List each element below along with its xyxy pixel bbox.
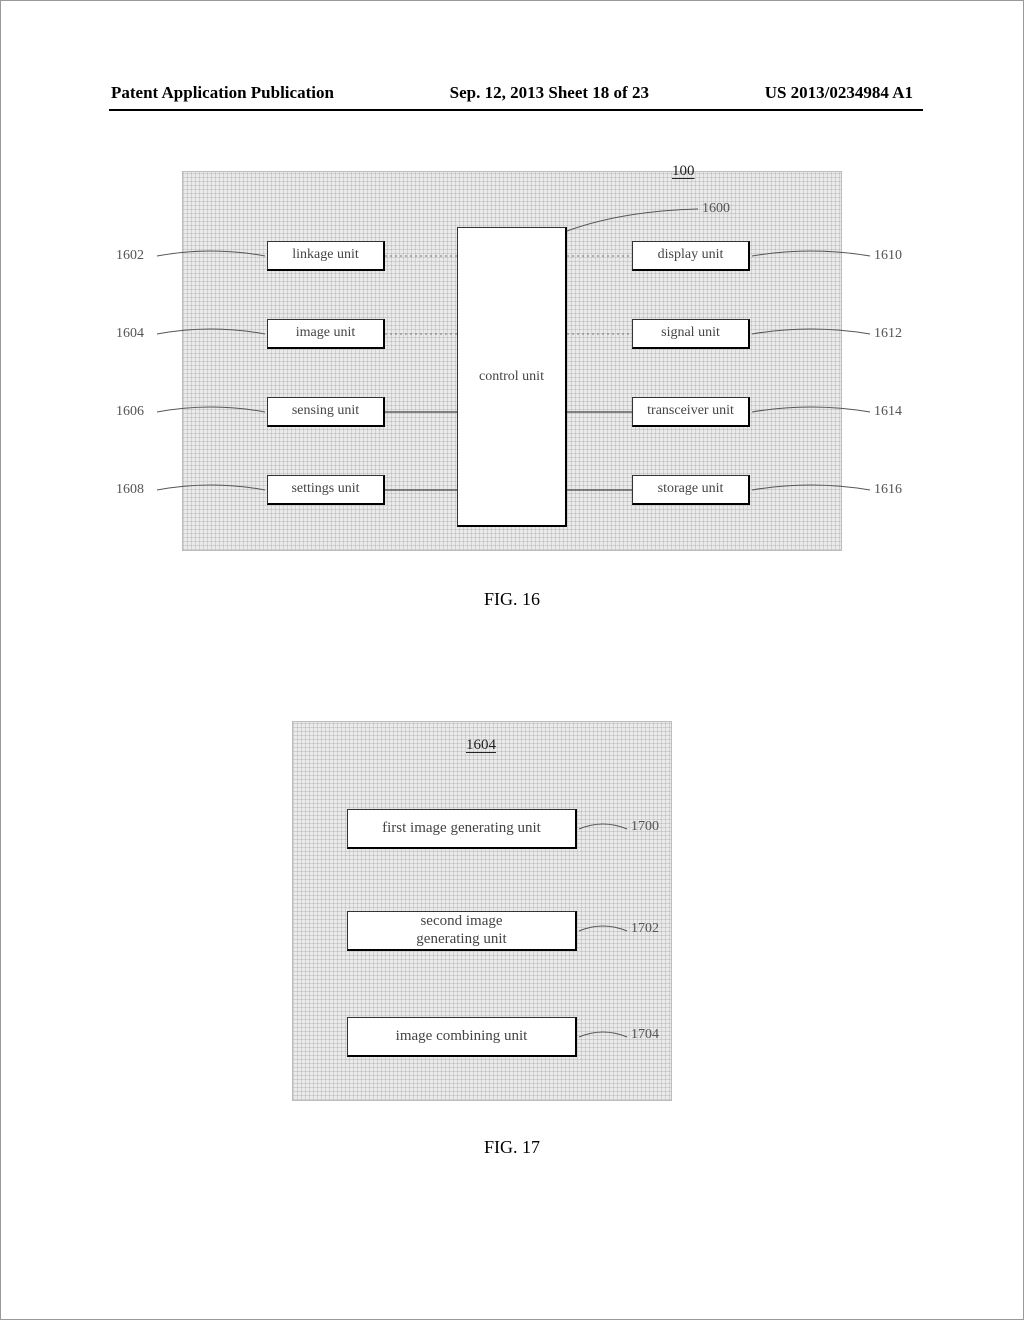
figure-16: 100 control unit 1600 linkage unit1602im… xyxy=(102,171,922,610)
unit-display-unit: display unit xyxy=(632,241,750,271)
unit-label: signal unit xyxy=(661,325,720,341)
unit-transceiver-unit: transceiver unit xyxy=(632,397,750,427)
fig17-caption: FIG. 17 xyxy=(232,1137,792,1158)
system-ref: 100 xyxy=(672,163,695,180)
unit-ref: 1606 xyxy=(116,404,144,420)
unit-ref: 1602 xyxy=(116,248,144,264)
header-left: Patent Application Publication xyxy=(111,83,334,103)
unit-label: first image generating unit xyxy=(382,820,541,837)
unit-label: image unit xyxy=(296,325,356,341)
unit-ref: 1704 xyxy=(631,1027,659,1043)
unit-linkage-unit: linkage unit xyxy=(267,241,385,271)
unit-label: transceiver unit xyxy=(647,403,734,419)
unit-ref: 1702 xyxy=(631,921,659,937)
unit-ref: 1608 xyxy=(116,482,144,498)
page-header: Patent Application Publication Sep. 12, … xyxy=(1,83,1023,103)
fig16-caption: FIG. 16 xyxy=(102,589,922,610)
unit-ref: 1616 xyxy=(874,482,902,498)
unit-ref: 1700 xyxy=(631,819,659,835)
unit-ref: 1614 xyxy=(874,404,902,420)
unit-label: second image generating unit xyxy=(416,913,506,948)
control-unit-label: control unit xyxy=(479,369,544,385)
unit-sensing-unit: sensing unit xyxy=(267,397,385,427)
unit-label: settings unit xyxy=(291,481,359,497)
unit-ref: 1610 xyxy=(874,248,902,264)
unit-label: storage unit xyxy=(658,481,724,497)
control-unit-box: control unit xyxy=(457,227,567,527)
header-center: Sep. 12, 2013 Sheet 18 of 23 xyxy=(450,83,649,103)
unit-label: linkage unit xyxy=(292,247,359,263)
header-rule xyxy=(109,109,923,111)
unit-storage-unit: storage unit xyxy=(632,475,750,505)
control-ref: 1600 xyxy=(702,201,730,217)
figure-17: 1604 first image generating unit 1700 seco… xyxy=(232,721,792,1158)
unit-ref: 1604 xyxy=(116,326,144,342)
unit-1702: second image generating unit xyxy=(347,911,577,951)
header-right: US 2013/0234984 A1 xyxy=(765,83,913,103)
unit-ref: 1612 xyxy=(874,326,902,342)
unit-image-unit: image unit xyxy=(267,319,385,349)
unit-label: display unit xyxy=(658,247,724,263)
unit-settings-unit: settings unit xyxy=(267,475,385,505)
fig17-parent-ref: 1604 xyxy=(466,737,496,754)
unit-label: sensing unit xyxy=(292,403,359,419)
patent-page: Patent Application Publication Sep. 12, … xyxy=(0,0,1024,1320)
unit-signal-unit: signal unit xyxy=(632,319,750,349)
unit-1704: image combining unit xyxy=(347,1017,577,1057)
unit-label: image combining unit xyxy=(396,1028,528,1045)
unit-1700: first image generating unit xyxy=(347,809,577,849)
